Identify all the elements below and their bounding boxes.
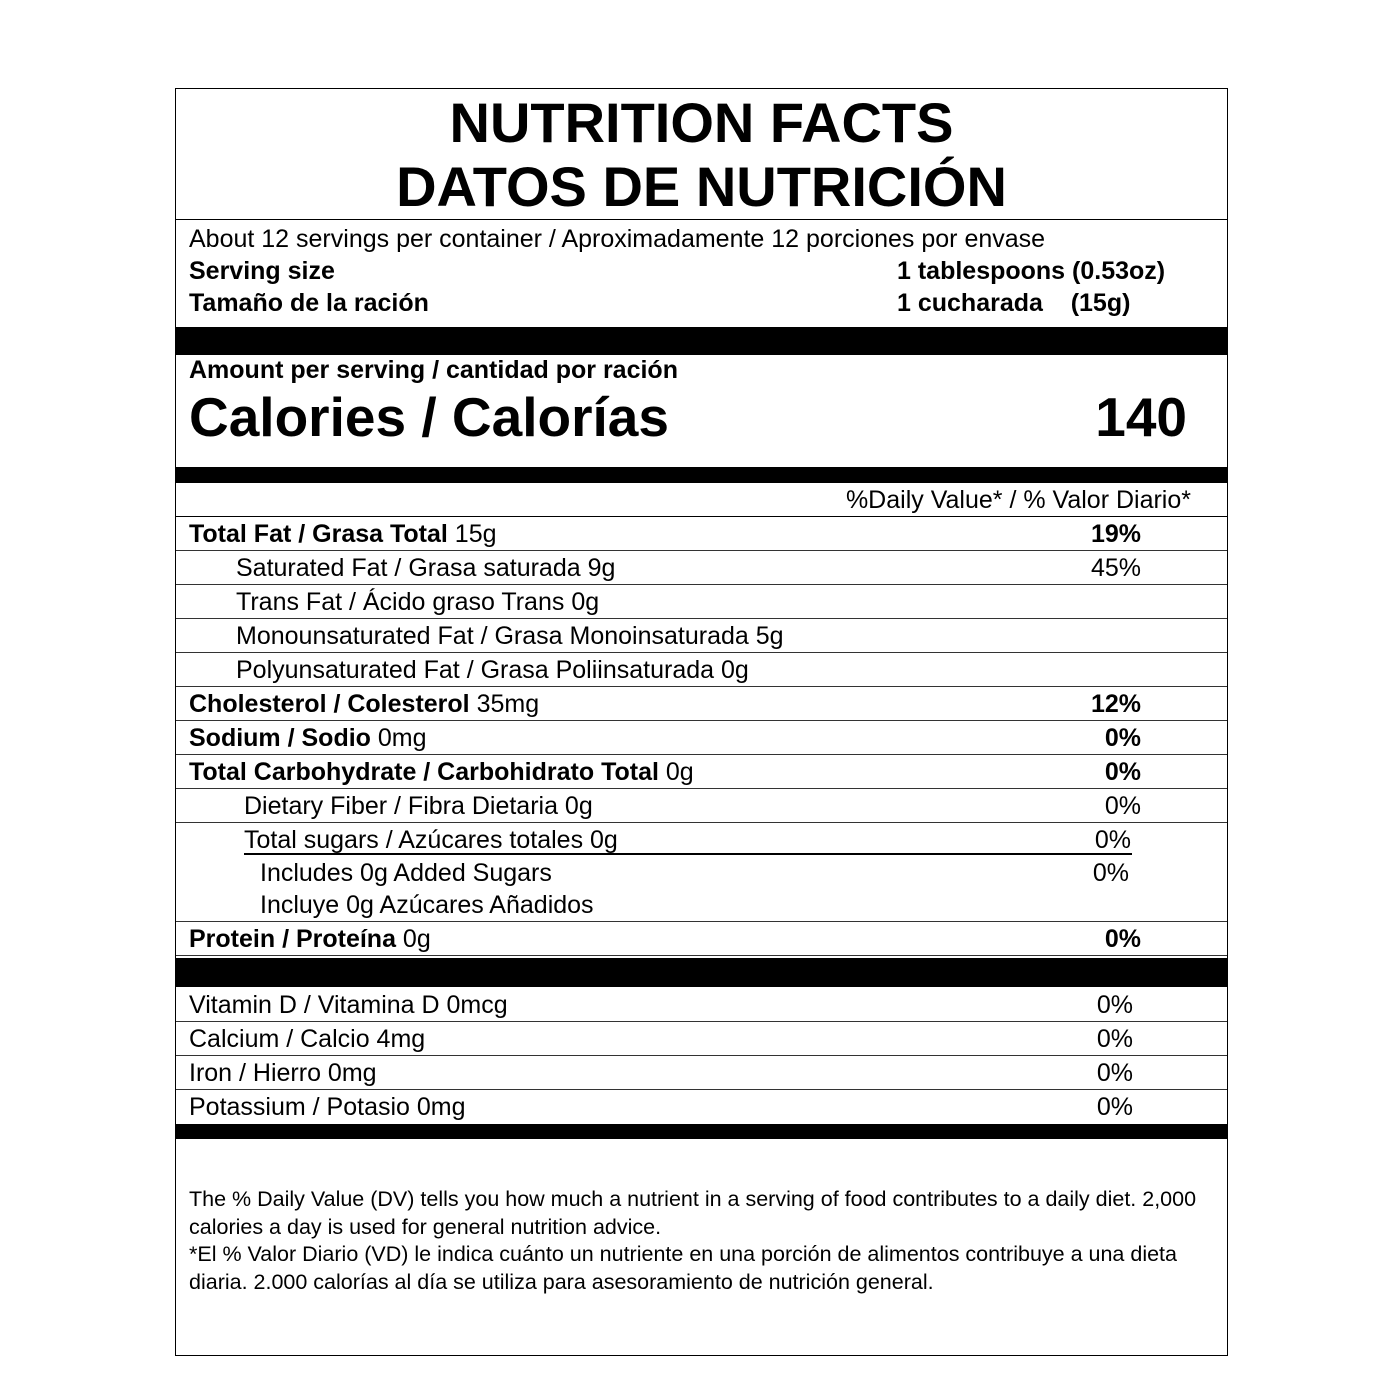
vitamin-row: Iron / Hierro 0mg 0%	[176, 1056, 1227, 1090]
divider	[176, 516, 1227, 517]
nutrient-name: Monounsaturated Fat / Grasa Monoinsatura…	[236, 622, 784, 651]
title-es: DATOS DE NUTRICIÓN	[396, 155, 1007, 218]
nutrient-pct: 0%	[1104, 724, 1141, 752]
nutrient-name: Total Fat / Grasa Total 15g	[189, 520, 497, 549]
added-sugars-en: Includes 0g Added Sugars	[260, 859, 552, 887]
nutrient-label: Sodium / Sodio	[189, 724, 371, 752]
nutrient-label: Polyunsaturated Fat / Grasa Poliinsatura…	[236, 656, 749, 684]
serving-size-label: Serving size	[189, 257, 335, 285]
total-sugars-pct: 0%	[1094, 826, 1131, 854]
nutrient-row: Saturated Fat / Grasa saturada 9g 45%	[176, 551, 1227, 585]
nutrient-amount: 15g	[447, 520, 497, 548]
protein-label: Protein / Proteína	[189, 925, 396, 953]
nutrient-label: Dietary Fiber / Fibra Dietaria 0g	[244, 792, 593, 820]
nutrient-name: Total Carbohydrate / Carbohidrato Total …	[189, 758, 694, 787]
calories-label: Calories / Calorías	[189, 386, 669, 448]
footnote-es: *El % Valor Diario (VD) le indica cuánto…	[189, 1242, 1177, 1294]
vitamin-name: Iron / Hierro 0mg	[189, 1059, 377, 1087]
vitamin-row: Vitamin D / Vitamina D 0mcg 0%	[176, 988, 1227, 1022]
daily-value-header: %Daily Value* / % Valor Diario*	[845, 486, 1191, 514]
nutrient-row: Dietary Fiber / Fibra Dietaria 0g 0%	[176, 789, 1227, 823]
vitamin-pct: 0%	[1096, 991, 1133, 1019]
nutrient-amount: 35mg	[469, 690, 540, 718]
nutrient-row: Monounsaturated Fat / Grasa Monoinsatura…	[176, 619, 1227, 653]
thick-divider	[176, 1124, 1227, 1139]
vitamin-name: Calcium / Calcio 4mg	[189, 1025, 426, 1053]
nutrient-label: Saturated Fat / Grasa saturada 9g	[236, 554, 616, 582]
serving-size-label-es: Tamaño de la ración	[189, 289, 429, 317]
calories-value: 140	[1095, 386, 1187, 448]
vitamin-pct: 0%	[1096, 1059, 1133, 1087]
divider	[176, 219, 1227, 220]
nutrient-amount: 0g	[658, 758, 694, 786]
added-sugars-pct: 0%	[1092, 859, 1129, 887]
nutrient-row: Total Carbohydrate / Carbohidrato Total …	[176, 755, 1227, 789]
nutrient-label: Total Carbohydrate / Carbohidrato Total	[189, 758, 659, 786]
protein-amount: 0g	[395, 925, 431, 953]
nutrient-name: Sodium / Sodio 0mg	[189, 724, 427, 753]
thick-divider	[176, 327, 1227, 355]
sugars-underline	[244, 853, 1132, 855]
protein-pct: 0%	[1104, 925, 1141, 953]
vitamin-pct: 0%	[1096, 1093, 1133, 1121]
nutrient-pct: 12%	[1090, 690, 1141, 718]
nutrient-name: Dietary Fiber / Fibra Dietaria 0g	[244, 792, 593, 821]
nutrient-label: Monounsaturated Fat / Grasa Monoinsatura…	[236, 622, 784, 650]
serving-size-value: 1 tablespoons (0.53oz)	[897, 257, 1166, 285]
nutrient-name: Trans Fat / Ácido graso Trans 0g	[236, 588, 599, 617]
nutrient-pct: 19%	[1090, 520, 1141, 548]
nutrient-row: Total Fat / Grasa Total 15g 19%	[176, 517, 1227, 551]
vitamin-pct: 0%	[1096, 1025, 1133, 1053]
vitamin-row: Calcium / Calcio 4mg 0%	[176, 1022, 1227, 1056]
vitamin-row: Potassium / Potasio 0mg 0%	[176, 1090, 1227, 1124]
thick-divider	[176, 467, 1227, 483]
serving-size-value-es: 1 cucharada (15g)	[897, 289, 1131, 317]
thick-divider	[176, 958, 1227, 987]
nutrient-label: Cholesterol / Colesterol	[189, 690, 470, 718]
added-sugars-es: Incluye 0g Azúcares Añadidos	[260, 891, 594, 919]
nutrient-label: Trans Fat / Ácido graso Trans 0g	[236, 588, 600, 616]
nutrient-label: Total Fat / Grasa Total	[189, 520, 448, 548]
title-en: NUTRITION FACTS	[449, 91, 954, 154]
total-sugars: Total sugars / Azúcares totales 0g	[244, 826, 618, 854]
nutrient-amount: 0mg	[370, 724, 427, 752]
servings-per-container: About 12 servings per container / Aproxi…	[189, 225, 1046, 253]
nutrition-facts-label: NUTRITION FACTS DATOS DE NUTRICIÓN About…	[175, 88, 1228, 1356]
vitamin-name: Potassium / Potasio 0mg	[189, 1093, 466, 1121]
nutrient-row: Sodium / Sodio 0mg 0%	[176, 721, 1227, 755]
nutrient-pct: 0%	[1104, 792, 1141, 820]
nutrient-name: Cholesterol / Colesterol 35mg	[189, 690, 539, 719]
amount-per-serving: Amount per serving / cantidad por ración	[189, 356, 678, 384]
sugars-block: Total sugars / Azúcares totales 0g 0% In…	[176, 823, 1227, 922]
nutrient-name: Saturated Fat / Grasa saturada 9g	[236, 554, 615, 583]
nutrient-row: Cholesterol / Colesterol 35mg 12%	[176, 687, 1227, 721]
nutrient-row: Trans Fat / Ácido graso Trans 0g	[176, 585, 1227, 619]
nutrient-row: Polyunsaturated Fat / Grasa Poliinsatura…	[176, 653, 1227, 687]
nutrient-row-protein: Protein / Proteína 0g 0%	[176, 922, 1227, 956]
nutrient-name: Polyunsaturated Fat / Grasa Poliinsatura…	[236, 656, 749, 685]
footnote: The % Daily Value (DV) tells you how muc…	[189, 1186, 1209, 1296]
footnote-en: The % Daily Value (DV) tells you how muc…	[189, 1187, 1197, 1239]
nutrient-pct: 0%	[1104, 758, 1141, 786]
nutrient-pct: 45%	[1090, 554, 1141, 582]
vitamin-name: Vitamin D / Vitamina D 0mcg	[189, 991, 508, 1019]
